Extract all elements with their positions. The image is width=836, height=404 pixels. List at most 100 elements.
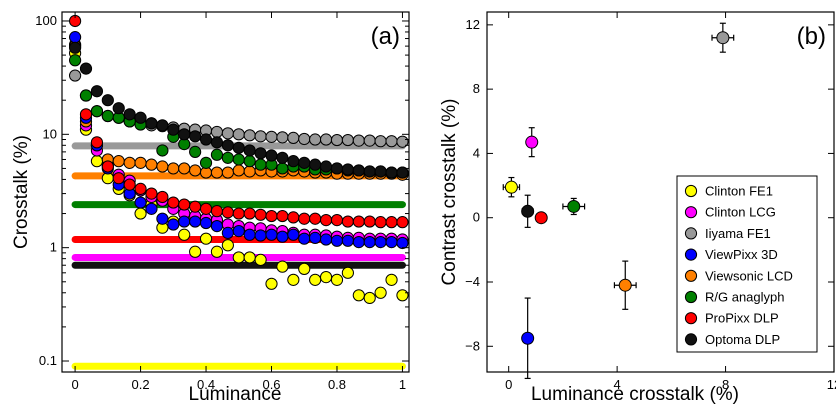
legend-entry-optoma-dlp: Optoma DLP bbox=[684, 332, 780, 347]
legend-label: Clinton FE1 bbox=[705, 184, 773, 199]
point-optoma-dlp bbox=[243, 144, 256, 157]
point-propixx-dlp bbox=[254, 208, 267, 221]
point-viewpixx-3d bbox=[374, 235, 387, 249]
point-propixx-dlp bbox=[287, 211, 300, 224]
marker-clinton-fe1 bbox=[504, 180, 518, 194]
point-iiyama-fe1 bbox=[396, 135, 409, 148]
point-viewsonic-lcd bbox=[145, 158, 158, 171]
panel-a-x-tick-label: 0 bbox=[71, 377, 78, 392]
legend-entry-viewsonic-lcd: Viewsonic LCD bbox=[684, 268, 793, 283]
point-propixx-dlp bbox=[232, 207, 245, 220]
point-viewsonic-lcd bbox=[189, 164, 202, 177]
point-clinton-fe1 bbox=[243, 251, 256, 264]
panel-b-x-tick-label: 8 bbox=[722, 377, 729, 392]
point-viewpixx-3d bbox=[352, 235, 365, 249]
point-viewpixx-3d bbox=[243, 228, 256, 241]
legend-entry-propixx-dlp: ProPixx DLP bbox=[684, 311, 779, 326]
marker-propixx-dlp bbox=[534, 211, 548, 225]
point-viewsonic-lcd bbox=[221, 166, 234, 179]
point-iiyama-fe1 bbox=[711, 22, 735, 53]
panel-b-y-tick-label: −8 bbox=[465, 338, 480, 353]
point-propixx-dlp bbox=[298, 212, 311, 225]
point-iiyama-fe1 bbox=[254, 130, 267, 143]
legend-items: Clinton FE1 Clinton LCG Iiyama FE1 ViewPixx… bbox=[684, 184, 793, 347]
point-propixx-dlp bbox=[374, 216, 387, 229]
point-optoma-dlp bbox=[287, 155, 300, 168]
point-optoma-dlp bbox=[374, 165, 387, 178]
point-optoma-dlp bbox=[309, 158, 322, 171]
point-iiyama-fe1 bbox=[287, 131, 300, 144]
legend-marker bbox=[684, 290, 698, 304]
point-viewpixx-3d bbox=[298, 232, 311, 245]
point-viewpixx-3d bbox=[396, 236, 409, 250]
panel-b-y-tick-label: 8 bbox=[473, 81, 480, 96]
point-propixx-dlp bbox=[112, 172, 125, 185]
legend-marker bbox=[684, 184, 698, 198]
point-optoma-dlp bbox=[123, 108, 136, 121]
point-propixx-dlp bbox=[309, 212, 322, 225]
point-iiyama-fe1 bbox=[319, 133, 333, 146]
point-viewsonic-lcd bbox=[243, 165, 256, 178]
point-iiyama-fe1 bbox=[385, 135, 398, 148]
panel-a-x-tick-label: 0.8 bbox=[328, 377, 346, 392]
point-propixx-dlp bbox=[79, 108, 93, 121]
point-optoma-dlp bbox=[221, 139, 234, 152]
point-clinton-fe1 bbox=[502, 176, 521, 198]
point-iiyama-fe1 bbox=[276, 131, 289, 144]
point-clinton-fe1 bbox=[276, 260, 289, 273]
panel-a-label: (a) bbox=[371, 23, 400, 50]
point-optoma-dlp bbox=[265, 149, 278, 162]
point-optoma-dlp bbox=[396, 166, 409, 179]
panel-b-y-tick-label: 12 bbox=[466, 17, 480, 32]
point-propixx-dlp bbox=[134, 182, 147, 195]
panel-a-x-tick-label: 0.2 bbox=[132, 377, 150, 392]
point-optoma-dlp bbox=[199, 133, 213, 146]
point-iiyama-fe1 bbox=[341, 133, 354, 147]
panel-b-y-tick-label: 0 bbox=[473, 210, 480, 225]
point-optoma-dlp bbox=[352, 164, 365, 177]
legend-marker bbox=[684, 227, 698, 240]
point-r-g-anaglyph bbox=[276, 162, 289, 175]
panel-b-legend: Clinton FE1 Clinton LCG Iiyama FE1 ViewPixx… bbox=[676, 175, 818, 353]
point-viewpixx-3d bbox=[178, 215, 191, 228]
point-r-g-anaglyph bbox=[90, 105, 104, 118]
point-optoma-dlp bbox=[210, 136, 224, 149]
point-optoma-dlp bbox=[156, 119, 169, 132]
legend-label: Viewsonic LCD bbox=[705, 268, 793, 283]
point-r-g-anaglyph bbox=[68, 54, 82, 67]
point-propixx-dlp bbox=[189, 200, 202, 213]
point-clinton-fe1 bbox=[134, 207, 147, 220]
panel-b-x-ticks: 0 4 8 12 bbox=[505, 12, 836, 392]
panel-b-y-axis-label: Contrast crosstalk (%) bbox=[439, 99, 460, 286]
point-iiyama-fe1 bbox=[68, 69, 82, 82]
point-viewsonic-lcd bbox=[167, 162, 180, 175]
point-propixx-dlp bbox=[341, 215, 354, 228]
point-clinton-fe1 bbox=[396, 289, 409, 302]
panel-b-y-tick-label: 4 bbox=[473, 145, 480, 160]
point-clinton-fe1 bbox=[232, 251, 245, 264]
point-optoma-dlp bbox=[298, 156, 311, 169]
point-optoma-dlp bbox=[189, 130, 202, 143]
point-viewsonic-lcd bbox=[613, 260, 637, 310]
point-r-g-anaglyph bbox=[199, 156, 213, 169]
panel-b-x-tick-label: 0 bbox=[505, 377, 512, 392]
point-viewpixx-3d bbox=[210, 219, 224, 233]
point-clinton-fe1 bbox=[265, 277, 278, 290]
point-viewpixx-3d bbox=[167, 218, 180, 231]
point-optoma-dlp bbox=[232, 141, 245, 154]
point-optoma-dlp bbox=[276, 151, 289, 164]
legend-marker bbox=[684, 333, 698, 346]
point-iiyama-fe1 bbox=[243, 129, 256, 142]
legend-marker bbox=[684, 269, 698, 282]
point-optoma-dlp bbox=[79, 62, 93, 75]
marker-r-g-anaglyph bbox=[567, 199, 581, 213]
point-viewpixx-3d bbox=[363, 235, 376, 249]
point-propixx-dlp bbox=[145, 187, 158, 200]
point-viewsonic-lcd bbox=[123, 156, 136, 169]
point-r-g-anaglyph bbox=[562, 197, 586, 216]
point-r-g-anaglyph bbox=[79, 89, 93, 102]
series-optoma-dlp bbox=[68, 41, 409, 179]
point-iiyama-fe1 bbox=[352, 134, 365, 147]
point-propixx-dlp bbox=[221, 206, 234, 219]
